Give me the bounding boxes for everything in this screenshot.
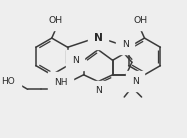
Text: HO: HO	[1, 77, 15, 86]
Text: N: N	[122, 40, 129, 49]
Text: OH: OH	[49, 16, 63, 25]
Text: N: N	[95, 86, 102, 95]
Text: N: N	[72, 56, 79, 65]
Text: NH: NH	[54, 78, 67, 87]
Text: N: N	[132, 77, 139, 86]
Text: OH: OH	[134, 16, 148, 25]
Text: N: N	[94, 33, 102, 43]
